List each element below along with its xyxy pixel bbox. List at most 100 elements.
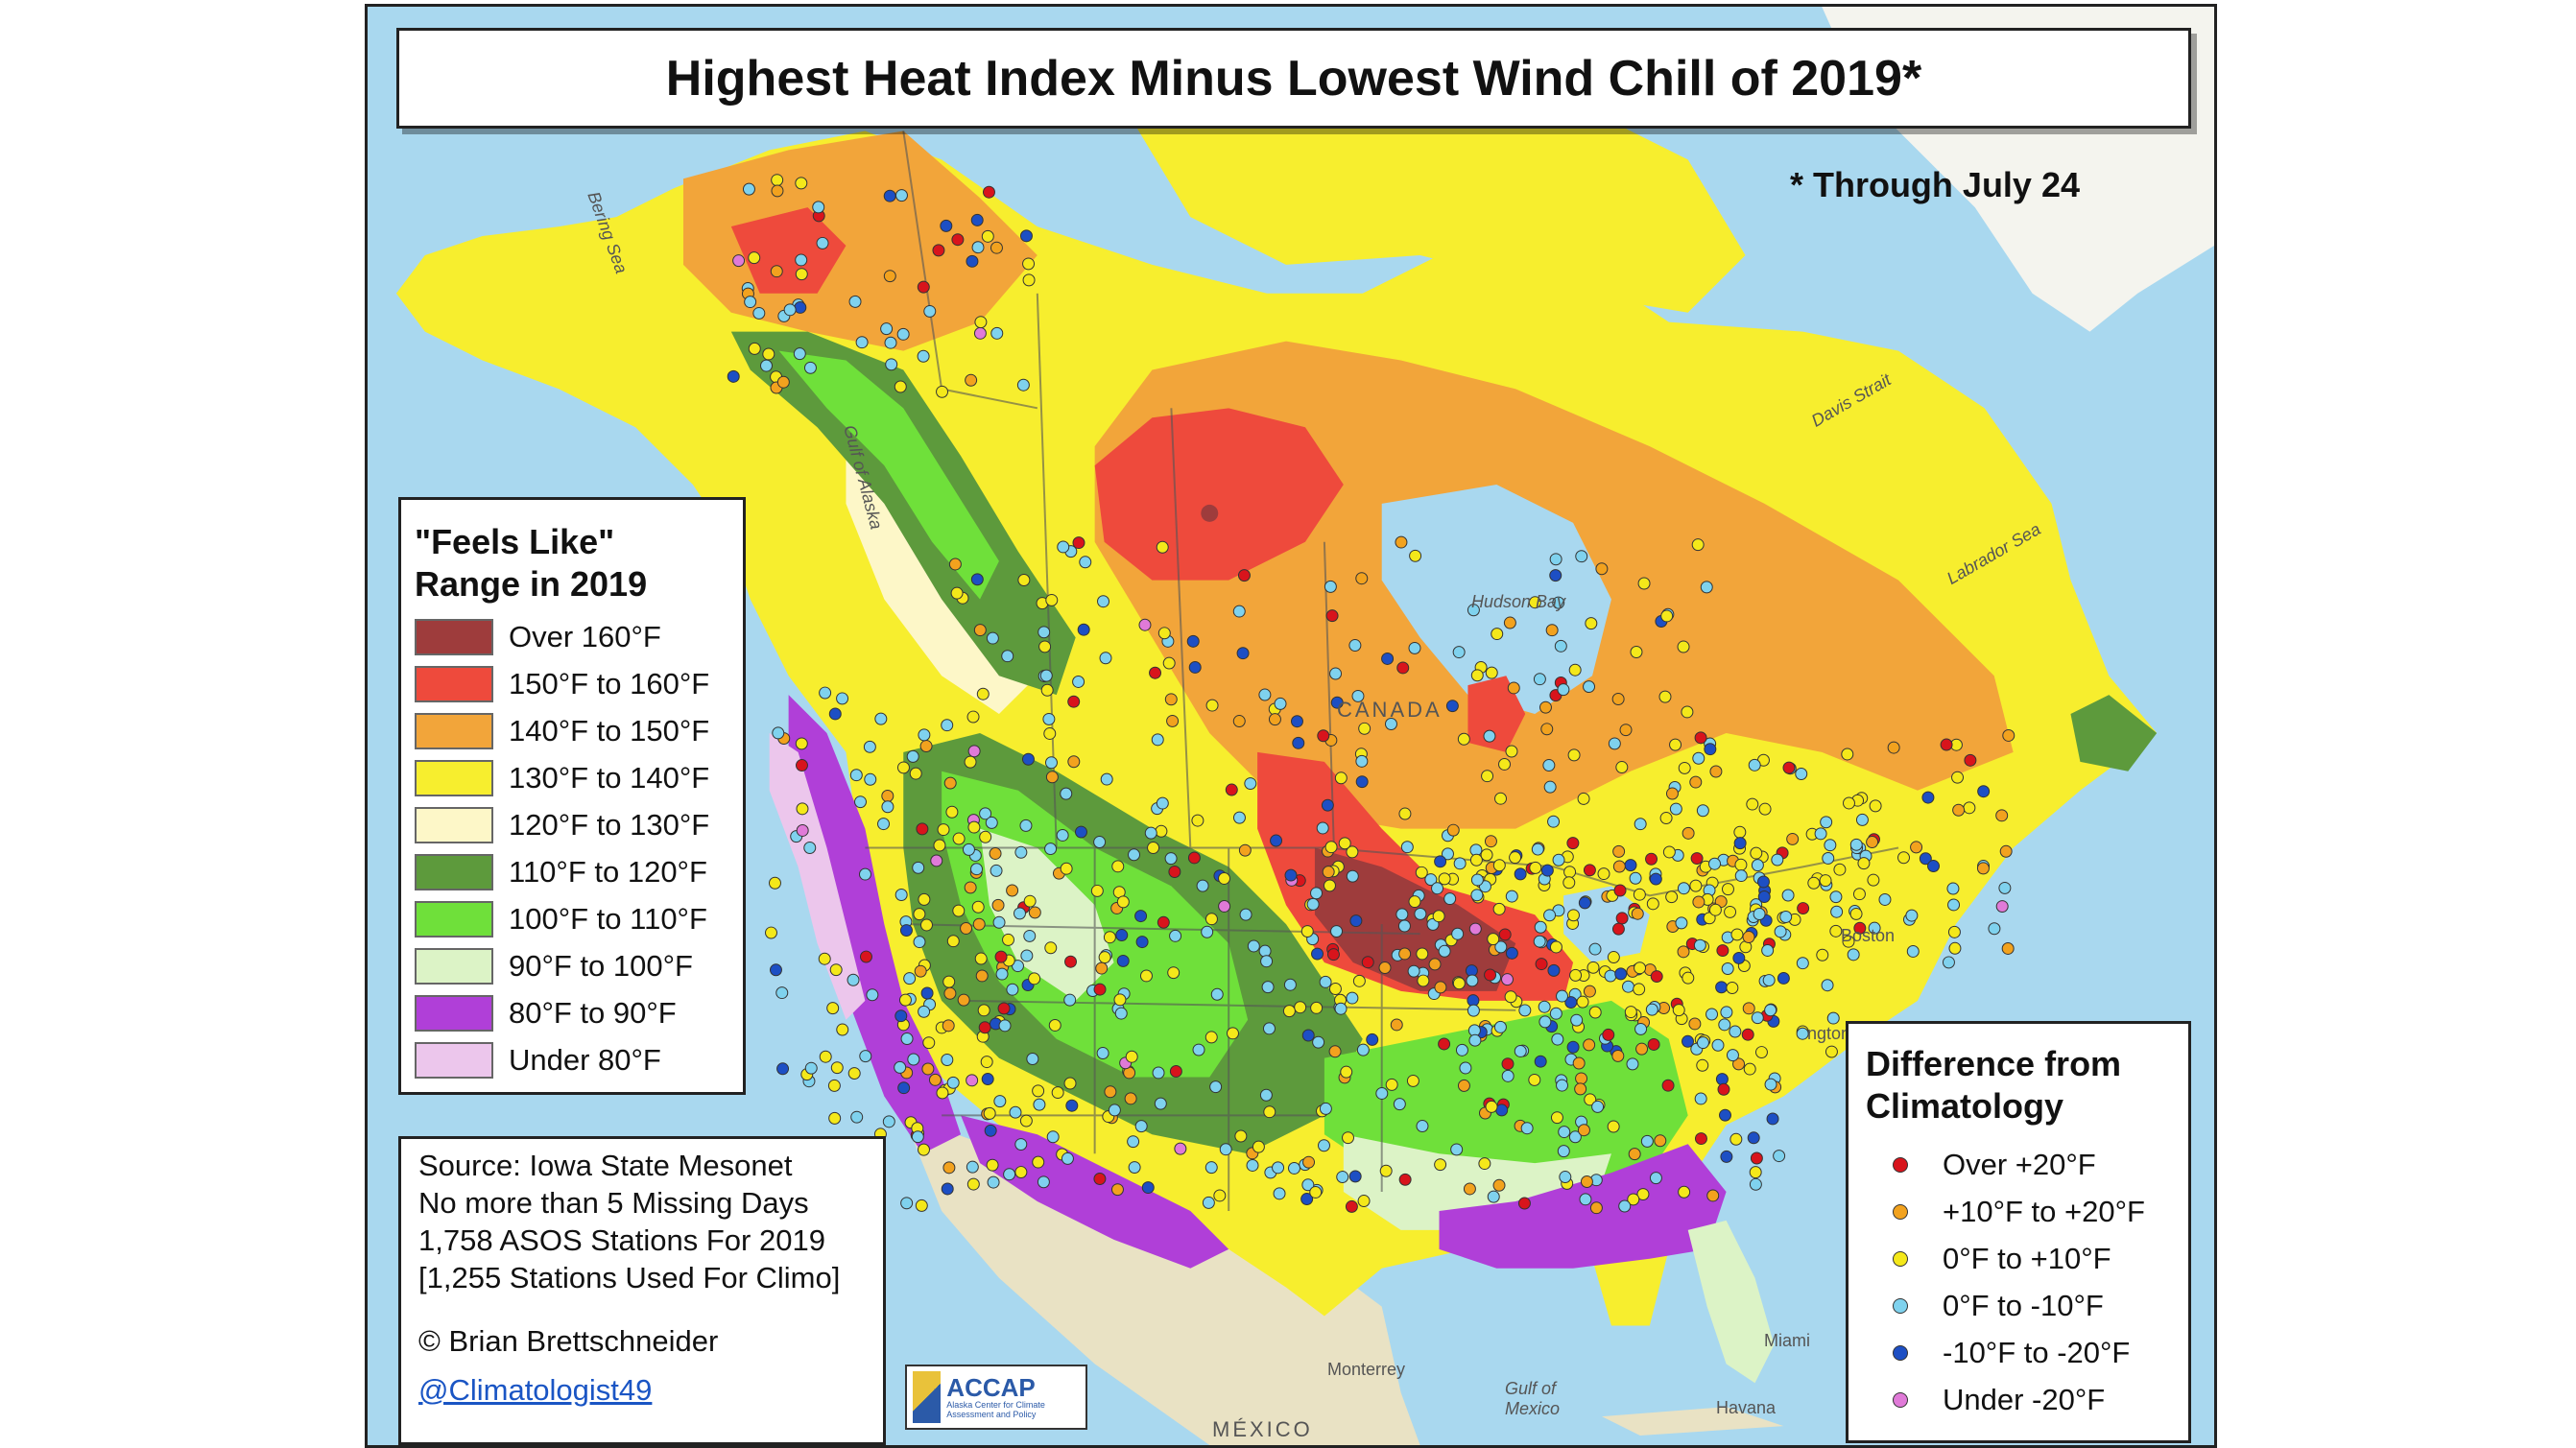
station-dot bbox=[917, 349, 930, 363]
station-dot bbox=[1556, 1079, 1568, 1092]
diff-legend-items: Over +20°F +10°F to +20°F 0°F to +10°F 0°F … bbox=[1866, 1141, 2188, 1423]
station-dot bbox=[1463, 1182, 1476, 1196]
station-dot bbox=[1311, 947, 1324, 961]
station-dot bbox=[1518, 1004, 1532, 1017]
station-dot bbox=[1384, 718, 1397, 730]
station-dot bbox=[997, 1002, 1011, 1015]
station-dot bbox=[1734, 858, 1748, 871]
station-dot bbox=[769, 963, 782, 977]
station-dot bbox=[1866, 836, 1879, 848]
station-dot bbox=[1746, 797, 1759, 811]
station-dot bbox=[2001, 941, 2015, 955]
station-dot bbox=[1330, 696, 1344, 709]
station-dot bbox=[1021, 752, 1035, 766]
station-dot bbox=[1734, 869, 1748, 883]
station-dot bbox=[942, 975, 956, 988]
station-dot bbox=[1162, 656, 1176, 670]
station-dot bbox=[1209, 1080, 1223, 1094]
station-dot bbox=[933, 839, 946, 852]
station-dot bbox=[771, 184, 784, 198]
station-dot bbox=[1857, 857, 1871, 870]
station-dot bbox=[1352, 974, 1366, 987]
station-dot bbox=[1270, 834, 1283, 847]
station-dot bbox=[985, 816, 998, 829]
station-dot bbox=[1703, 912, 1716, 925]
station-dot bbox=[1531, 843, 1544, 856]
station-dot bbox=[1927, 860, 1940, 872]
diff-legend-row: -10°F to -20°F bbox=[1866, 1329, 2188, 1376]
station-dot bbox=[1681, 705, 1694, 719]
station-dot bbox=[1395, 535, 1408, 549]
source-line-4: [1,255 Stations Used For Climo] bbox=[418, 1261, 841, 1294]
station-dot bbox=[894, 189, 908, 202]
station-dot bbox=[967, 820, 981, 834]
feels-legend-swatch bbox=[415, 712, 493, 749]
credit: © Brian Brettschneider bbox=[418, 1324, 719, 1358]
station-dot bbox=[1540, 864, 1554, 877]
station-dot bbox=[1689, 775, 1703, 789]
station-dot bbox=[1259, 1088, 1273, 1102]
station-dot bbox=[971, 241, 985, 254]
station-dot bbox=[1552, 596, 1565, 609]
station-dot bbox=[973, 326, 987, 340]
twitter-handle-link[interactable]: @Climatologist49 bbox=[418, 1373, 653, 1407]
station-dot bbox=[1659, 812, 1673, 824]
station-dot bbox=[1563, 866, 1577, 879]
station-dot bbox=[1415, 866, 1428, 879]
station-dot bbox=[1446, 823, 1460, 837]
station-dot bbox=[1517, 1197, 1531, 1210]
station-dot bbox=[1302, 1155, 1316, 1169]
station-dot bbox=[1149, 666, 1162, 679]
station-dot bbox=[1468, 922, 1482, 936]
station-dot bbox=[855, 336, 869, 349]
station-dot bbox=[847, 973, 860, 986]
station-dot bbox=[1125, 1050, 1138, 1063]
station-dot bbox=[768, 876, 781, 890]
accap-logo-icon bbox=[913, 1371, 942, 1423]
station-dot bbox=[1336, 1171, 1349, 1183]
diff-legend-dot bbox=[1893, 1297, 1908, 1314]
station-dot bbox=[1514, 867, 1527, 881]
station-dot bbox=[1751, 859, 1764, 872]
station-dot bbox=[1234, 1129, 1248, 1143]
station-dot bbox=[1821, 979, 1834, 992]
station-dot bbox=[850, 1110, 864, 1124]
station-dot bbox=[1451, 927, 1465, 940]
station-dot bbox=[1355, 775, 1369, 789]
station-dot bbox=[1964, 753, 1977, 767]
station-dot bbox=[903, 972, 917, 985]
station-dot bbox=[1492, 859, 1506, 872]
station-dot bbox=[1948, 941, 1962, 955]
station-dot bbox=[1128, 1161, 1141, 1175]
station-dot bbox=[918, 1143, 930, 1156]
station-dot bbox=[1647, 1037, 1660, 1051]
station-dot bbox=[1645, 1003, 1658, 1016]
station-dot bbox=[1946, 882, 1960, 895]
station-dot bbox=[1579, 1193, 1592, 1206]
station-dot bbox=[990, 326, 1004, 340]
alaska-red bbox=[730, 207, 847, 294]
station-dot bbox=[793, 347, 806, 361]
station-dot bbox=[1407, 964, 1420, 978]
station-dot bbox=[998, 1019, 1012, 1033]
station-dot bbox=[1038, 626, 1051, 639]
hudson-bay bbox=[1381, 485, 1611, 715]
station-dot bbox=[1317, 729, 1330, 743]
feels-legend-row: 130°F to 140°F bbox=[415, 754, 743, 801]
station-dot bbox=[1009, 1105, 1022, 1119]
station-dot bbox=[1051, 1086, 1064, 1100]
station-dot bbox=[1210, 987, 1224, 1001]
station-dot bbox=[1951, 771, 1965, 784]
station-dot bbox=[1905, 909, 1919, 922]
station-dot bbox=[1406, 1074, 1419, 1087]
station-dot bbox=[1576, 995, 1589, 1009]
station-dot bbox=[1543, 909, 1557, 922]
station-dot bbox=[860, 950, 872, 963]
station-dot bbox=[1572, 1056, 1586, 1070]
station-dot bbox=[771, 174, 784, 187]
station-dot bbox=[783, 303, 797, 317]
station-dot bbox=[1550, 1111, 1563, 1125]
station-dot bbox=[1310, 887, 1323, 900]
station-dot bbox=[1469, 853, 1483, 866]
station-dot bbox=[1622, 980, 1634, 993]
